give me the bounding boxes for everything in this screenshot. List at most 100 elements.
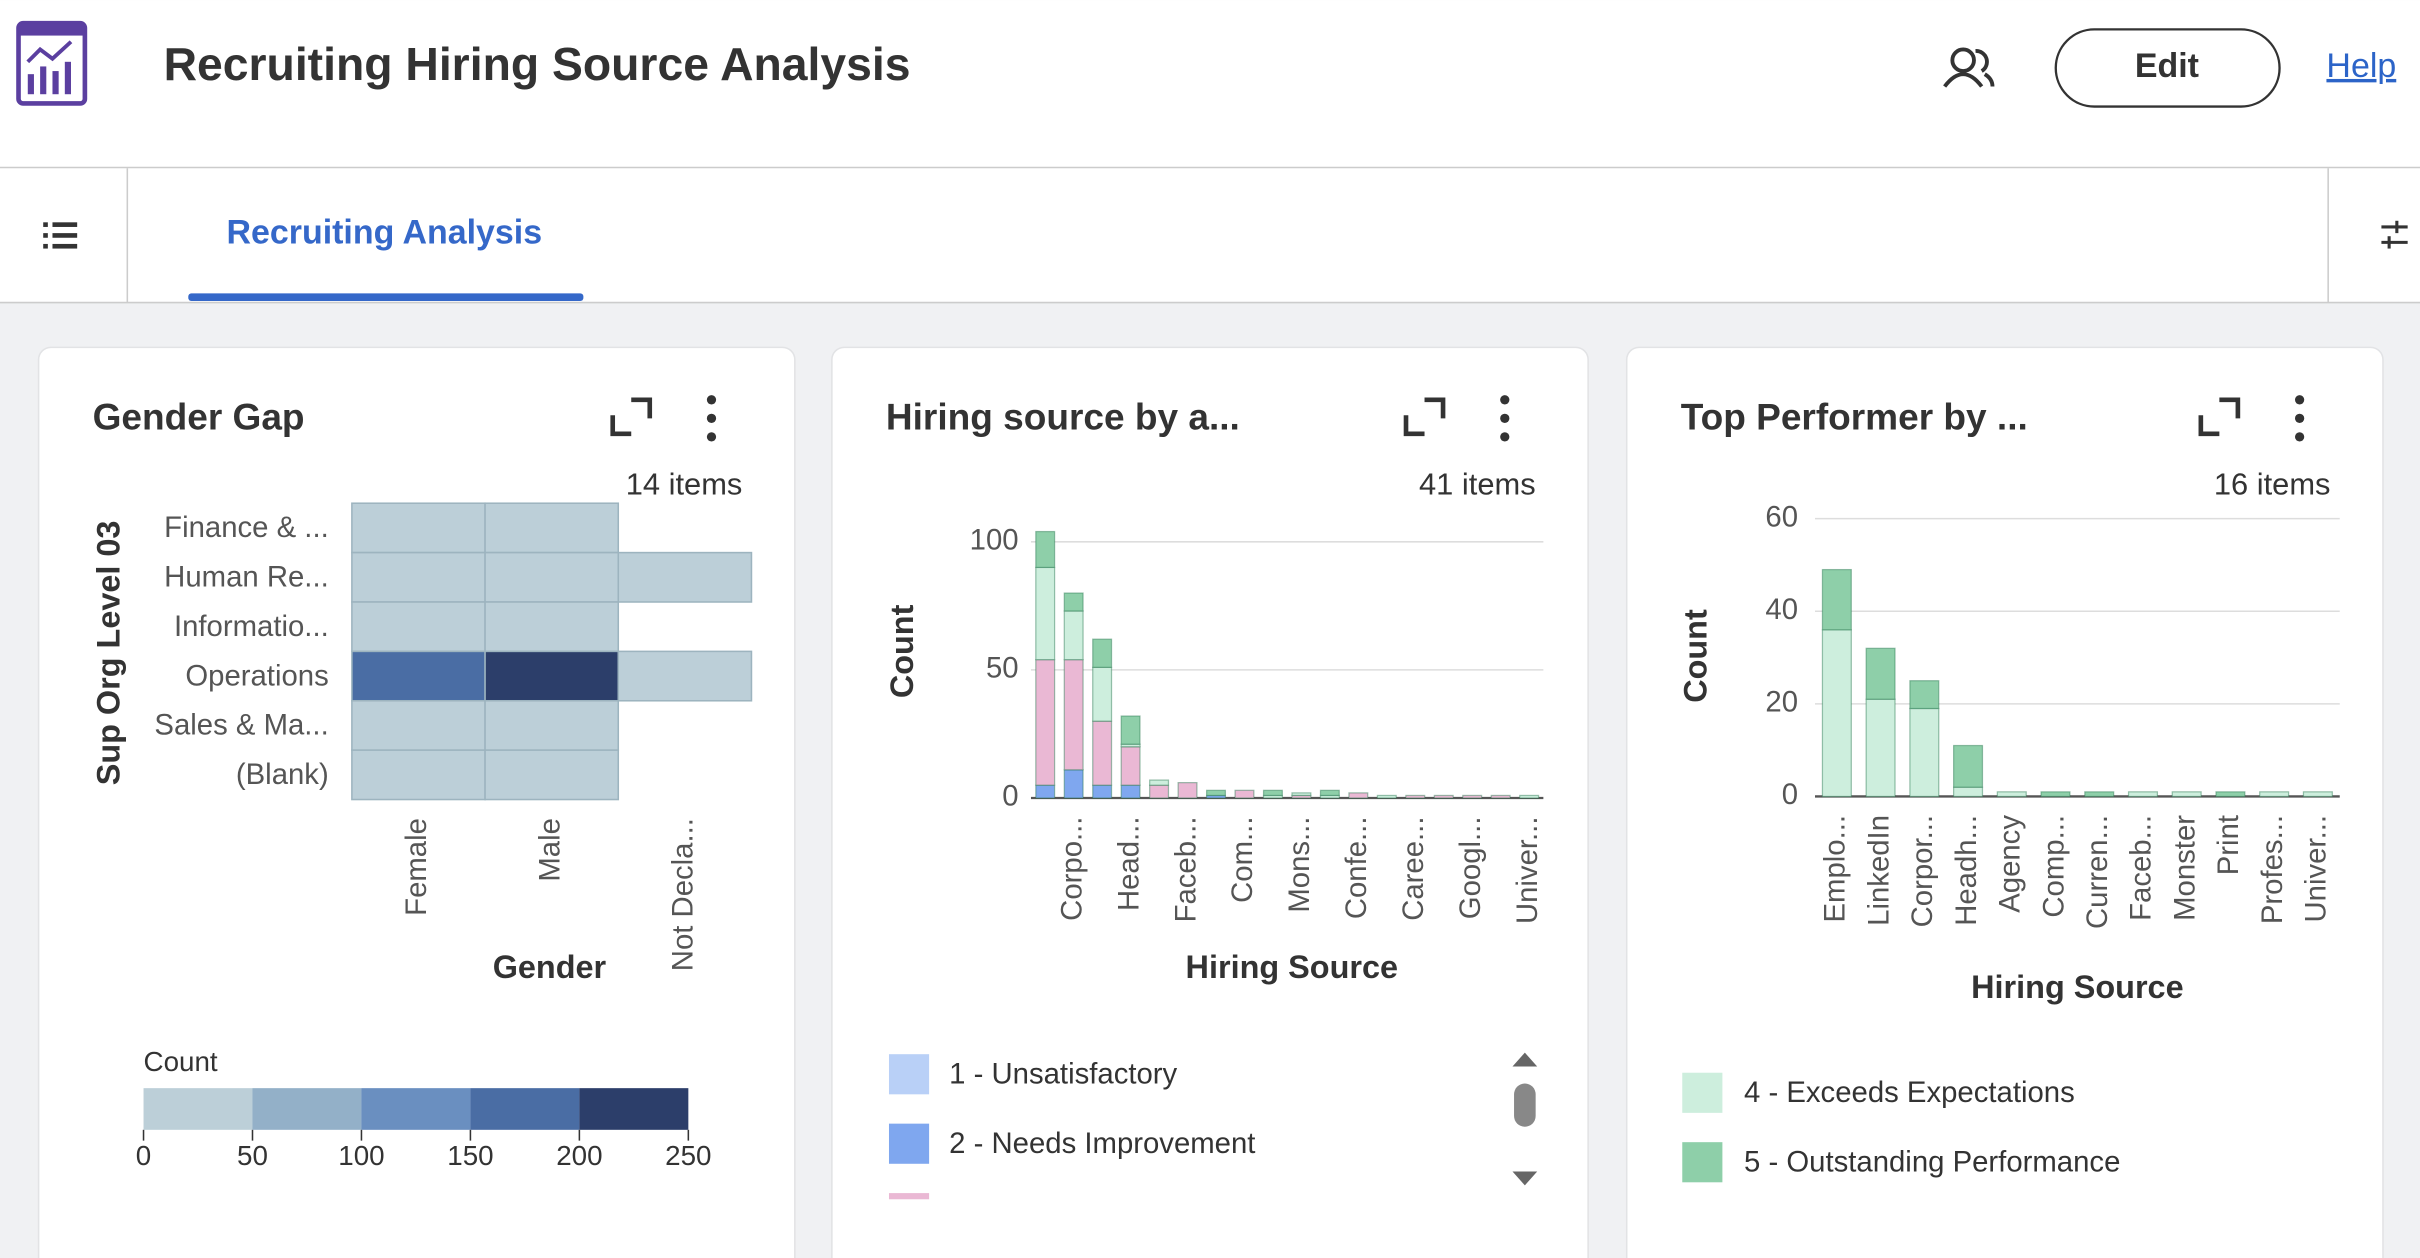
heat-cell — [484, 650, 620, 702]
header-bg — [0, 0, 2420, 303]
items-count: 41 items — [1419, 466, 1536, 501]
card-title: Gender Gap — [93, 396, 305, 438]
legend-tick-label: 250 — [665, 1140, 711, 1171]
y-tick-label: Finance & ... — [164, 511, 329, 544]
menu-icon[interactable] — [43, 222, 78, 249]
card-title: Hiring source by a... — [886, 396, 1240, 438]
x-tick-label: Monster — [2168, 815, 2201, 921]
legend-label: 1 - Unsatisfactory — [949, 1058, 1177, 1091]
y-tick-label: Informatio... — [174, 610, 329, 643]
bar-segment — [1490, 794, 1511, 799]
heat-cell — [617, 650, 753, 702]
bar-segment — [1092, 638, 1113, 668]
heat-cell — [351, 650, 486, 702]
x-tick-label: Univer... — [2300, 815, 2333, 923]
app-icon — [16, 20, 88, 106]
expand-icon[interactable] — [2198, 397, 2241, 437]
tab-indicator — [188, 293, 584, 302]
x-tick-label: Emplo... — [1819, 815, 1852, 923]
x-tick-label: Print — [2212, 815, 2245, 875]
bar-segment — [2127, 791, 2159, 798]
bar-segment — [1063, 769, 1084, 799]
heat-cell — [351, 601, 486, 653]
more-icon[interactable] — [1500, 395, 1510, 442]
bar-segment — [2040, 791, 2071, 798]
heat-cell — [484, 601, 620, 653]
bar-segment — [1120, 746, 1141, 786]
legend-label: 2 - Needs Improvement — [949, 1127, 1255, 1160]
scroll-up — [1512, 1052, 1538, 1067]
bar-segment — [1519, 794, 1540, 799]
bar-segment — [1120, 784, 1141, 799]
expand-icon[interactable] — [610, 397, 653, 437]
heat-cell — [484, 551, 620, 603]
bar-segment — [1433, 794, 1454, 799]
y-tick-label: 0 — [1782, 778, 1798, 811]
more-icon[interactable] — [706, 395, 717, 442]
y-tick-label: Operations — [185, 659, 328, 692]
x-tick-label: Confe... — [1340, 817, 1373, 920]
legend-swatch — [888, 1193, 930, 1200]
edit-button[interactable] — [2054, 28, 2281, 108]
edit-label[interactable]: Edit — [2135, 47, 2199, 85]
dot — [1500, 395, 1510, 405]
legend-swatch — [888, 1123, 930, 1164]
expand-arrow — [2198, 397, 2241, 437]
bar-segment — [1063, 659, 1084, 771]
bar-segment — [1234, 789, 1255, 799]
bar-segment — [1063, 610, 1084, 661]
bar-segment — [1865, 698, 1896, 798]
card — [831, 346, 1589, 1258]
bar-segment — [1149, 784, 1170, 799]
expand-icon[interactable] — [1403, 397, 1446, 437]
bar-segment — [1092, 784, 1113, 799]
scroll-down — [1512, 1171, 1538, 1186]
bar-segment — [1205, 789, 1227, 797]
x-tick-label: Head... — [1112, 817, 1145, 912]
bar-segment — [1120, 715, 1141, 745]
bar-segment — [2084, 791, 2115, 798]
y-tick-label: 20 — [1765, 686, 1798, 719]
legend-tick-label: 0 — [136, 1140, 151, 1171]
x-tick-label: Profes... — [2256, 815, 2289, 924]
share-icon[interactable] — [1943, 47, 1995, 88]
y-tick-label: Sales & Ma... — [154, 709, 328, 742]
y-tick-label: 40 — [1765, 593, 1798, 626]
dot — [2294, 395, 2305, 405]
x-tick-label: Corpo... — [1055, 817, 1088, 921]
bar-segment — [1177, 782, 1198, 799]
bar-segment — [1149, 779, 1170, 786]
y-tick-label: 60 — [1765, 500, 1798, 533]
more-icon[interactable] — [2294, 395, 2305, 442]
y-tick-label: 50 — [986, 652, 1019, 685]
filter-icon[interactable] — [2381, 220, 2408, 249]
dot — [1500, 413, 1510, 423]
x-tick-label: Curren... — [2081, 815, 2114, 929]
bar-segment — [2171, 791, 2202, 798]
x-tick-label: Corpor... — [1906, 815, 1939, 927]
tab[interactable]: Recruiting Analysis — [227, 214, 543, 252]
help-link[interactable]: Help — [2326, 47, 2396, 85]
bar-segment — [1909, 680, 1940, 710]
heat-cell — [617, 551, 753, 603]
bar-segment — [1035, 530, 1056, 569]
bar-segment — [1035, 566, 1056, 661]
bar-segment — [1291, 794, 1312, 799]
x-tick-label: Com... — [1226, 817, 1259, 903]
dot — [706, 432, 717, 442]
heat-cell — [484, 749, 620, 801]
bar-segment — [1909, 707, 1940, 798]
x-axis-label: Gender — [493, 949, 607, 985]
bar-segment — [2259, 791, 2290, 798]
y-tick-label: Human Re... — [164, 561, 329, 594]
bar-segment — [1348, 792, 1369, 799]
heat-cell — [351, 749, 486, 801]
heat-cell — [351, 699, 486, 751]
bar-segment — [1865, 647, 1896, 700]
bar-segment — [1953, 744, 1984, 788]
y-tick-label: (Blank) — [236, 758, 329, 791]
bar-segment — [2215, 791, 2246, 798]
x-tick-label: Headh... — [1950, 815, 1983, 926]
